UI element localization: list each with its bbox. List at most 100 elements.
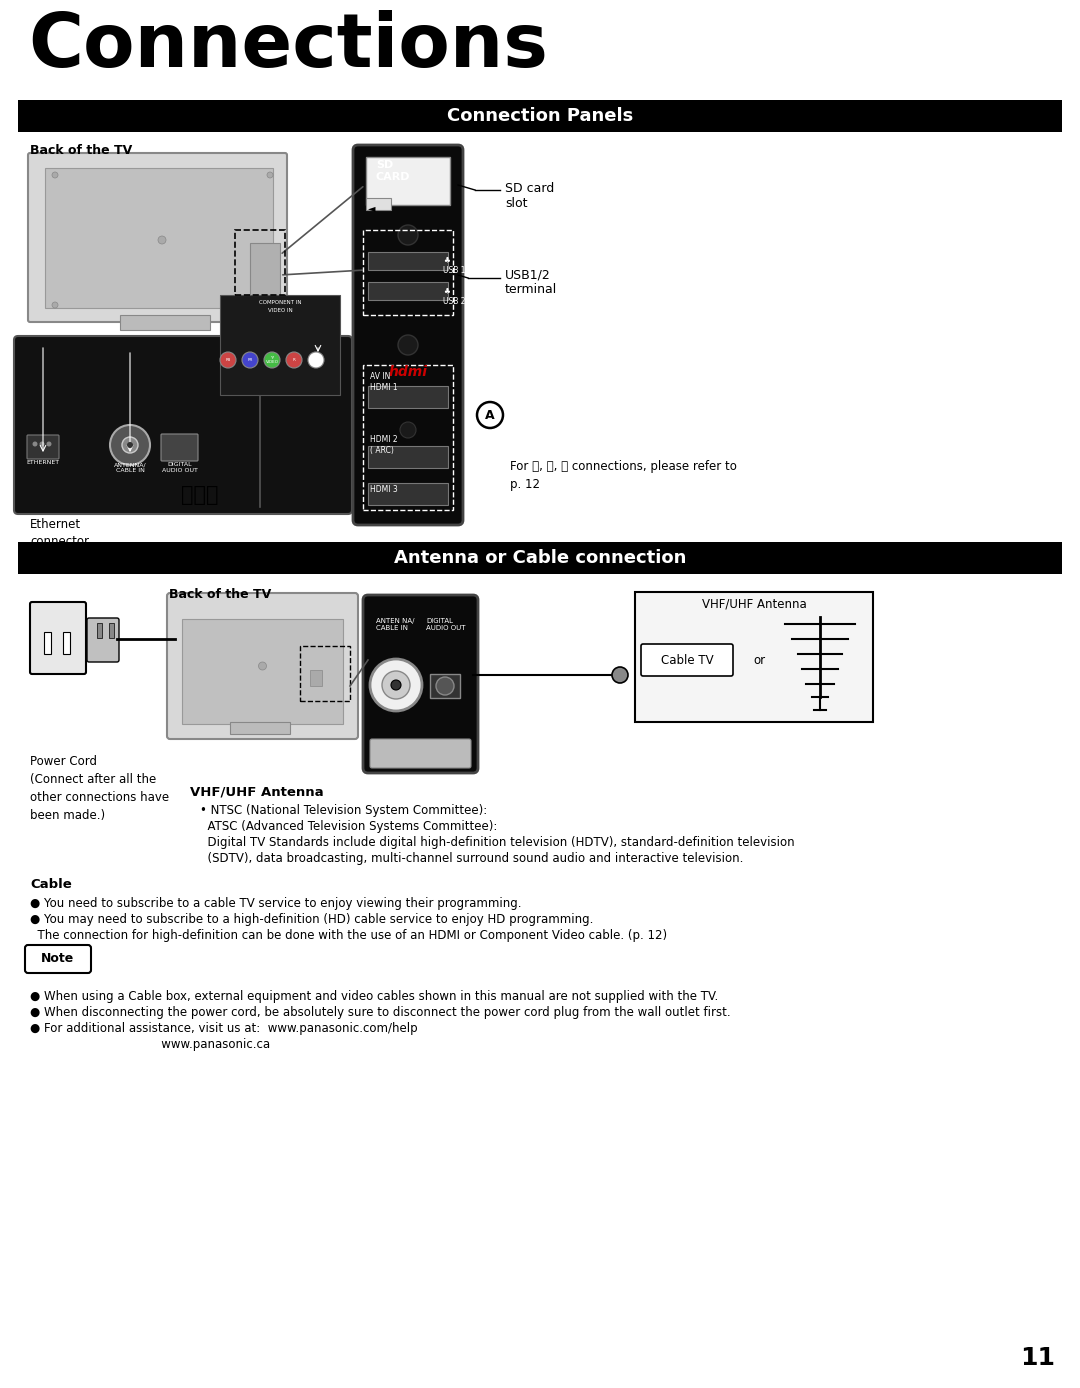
Circle shape: [267, 172, 273, 178]
Circle shape: [158, 236, 166, 244]
Bar: [363, 365, 453, 509]
Bar: [235, 230, 285, 296]
Circle shape: [267, 303, 273, 308]
Bar: [368, 483, 448, 505]
FancyBboxPatch shape: [161, 434, 198, 461]
Text: Ethernet
connector: Ethernet connector: [30, 518, 89, 548]
Circle shape: [436, 677, 454, 695]
Text: ⒶⒷⒸ: ⒶⒷⒸ: [181, 484, 219, 505]
FancyBboxPatch shape: [25, 945, 91, 973]
Text: ATSC (Advanced Television Systems Committee):: ATSC (Advanced Television Systems Commit…: [200, 820, 498, 833]
Circle shape: [308, 353, 324, 368]
Bar: [18, 541, 1062, 575]
Bar: [220, 296, 340, 396]
Circle shape: [52, 303, 58, 308]
Text: Antenna or Cable connection: Antenna or Cable connection: [394, 550, 686, 568]
Circle shape: [370, 659, 422, 711]
Circle shape: [399, 335, 418, 355]
Bar: [363, 230, 453, 315]
Text: Digital TV Standards include digital high-definition television (HDTV), standard: Digital TV Standards include digital hig…: [200, 836, 795, 849]
Text: VHF/UHF Antenna: VHF/UHF Antenna: [702, 597, 807, 609]
Text: ♣
USB 2: ♣ USB 2: [443, 286, 465, 307]
Circle shape: [400, 422, 416, 439]
Bar: [230, 722, 291, 734]
Bar: [45, 168, 273, 308]
Text: DIGITAL
AUDIO OUT: DIGITAL AUDIO OUT: [162, 462, 198, 473]
Text: L: L: [315, 358, 318, 362]
Text: SD
CARD: SD CARD: [376, 160, 410, 182]
Text: hdmi: hdmi: [389, 365, 428, 379]
Circle shape: [242, 353, 258, 368]
Circle shape: [612, 668, 627, 683]
FancyBboxPatch shape: [27, 434, 59, 459]
Bar: [368, 386, 448, 408]
Text: www.panasonic.ca: www.panasonic.ca: [30, 1038, 270, 1051]
Bar: [97, 623, 102, 638]
Bar: [249, 243, 280, 298]
Bar: [368, 446, 448, 468]
Circle shape: [391, 680, 401, 690]
Bar: [120, 315, 210, 330]
FancyBboxPatch shape: [14, 336, 352, 514]
Circle shape: [127, 441, 133, 448]
Bar: [366, 198, 391, 210]
Text: (SDTV), data broadcasting, multi-channel surround sound audio and interactive te: (SDTV), data broadcasting, multi-channel…: [200, 852, 743, 865]
Text: ♣
USB 1: ♣ USB 1: [443, 255, 465, 275]
Text: • NTSC (National Television System Committee):: • NTSC (National Television System Commi…: [200, 804, 487, 818]
Text: ● When disconnecting the power cord, be absolutely sure to disconnect the power : ● When disconnecting the power cord, be …: [30, 1006, 731, 1019]
Circle shape: [382, 670, 410, 700]
Circle shape: [110, 425, 150, 465]
Circle shape: [286, 353, 302, 368]
Circle shape: [122, 437, 138, 452]
Text: Cable TV: Cable TV: [661, 654, 713, 666]
Text: 11: 11: [1020, 1346, 1055, 1370]
Text: Power Cord
(Connect after all the
other connections have
been made.): Power Cord (Connect after all the other …: [30, 755, 170, 822]
Bar: [183, 619, 343, 725]
Text: DIGITAL
AUDIO OUT: DIGITAL AUDIO OUT: [426, 618, 465, 632]
Bar: [18, 100, 1062, 132]
Bar: [366, 157, 450, 205]
Text: A: A: [485, 408, 495, 422]
Text: Connection Panels: Connection Panels: [447, 107, 633, 125]
Circle shape: [264, 353, 280, 368]
Bar: [310, 670, 322, 686]
Bar: [44, 632, 51, 654]
Text: SD card
slot: SD card slot: [505, 182, 554, 210]
Text: ● When using a Cable box, external equipment and video cables shown in this manu: ● When using a Cable box, external equip…: [30, 990, 718, 1004]
FancyBboxPatch shape: [28, 153, 287, 322]
FancyBboxPatch shape: [642, 644, 733, 676]
Text: ● You may need to subscribe to a high-definition (HD) cable service to enjoy HD : ● You may need to subscribe to a high-de…: [30, 913, 593, 926]
Circle shape: [52, 172, 58, 178]
Text: ● You need to subscribe to a cable TV service to enjoy viewing their programming: ● You need to subscribe to a cable TV se…: [30, 897, 522, 911]
FancyBboxPatch shape: [30, 602, 86, 675]
Text: USB1/2
terminal: USB1/2 terminal: [505, 268, 557, 296]
Bar: [368, 253, 448, 271]
Text: AV IN
HDMI 1: AV IN HDMI 1: [370, 372, 397, 391]
Text: ANTEN NA/
CABLE IN: ANTEN NA/ CABLE IN: [376, 618, 415, 632]
Text: PB: PB: [226, 358, 231, 362]
Text: PR: PR: [247, 358, 253, 362]
Text: R: R: [293, 358, 296, 362]
FancyBboxPatch shape: [87, 618, 119, 662]
Bar: [300, 645, 350, 701]
Bar: [430, 675, 460, 698]
Text: Connections: Connections: [28, 10, 548, 83]
Text: Note: Note: [41, 952, 75, 966]
Text: VHF/UHF Antenna: VHF/UHF Antenna: [190, 786, 324, 798]
FancyBboxPatch shape: [167, 593, 357, 738]
Circle shape: [32, 441, 38, 447]
Text: Y/
VIDEO: Y/ VIDEO: [266, 355, 279, 364]
Text: ETHERNET: ETHERNET: [26, 459, 59, 465]
Text: Back of the TV: Back of the TV: [30, 144, 132, 157]
Text: Back of the TV: Back of the TV: [168, 589, 271, 601]
Bar: [635, 593, 873, 722]
Text: HDMI 3: HDMI 3: [370, 484, 397, 494]
Circle shape: [399, 225, 418, 246]
Bar: [368, 282, 448, 300]
Circle shape: [258, 662, 267, 670]
Text: Cable: Cable: [30, 879, 71, 891]
Text: VIDEO IN: VIDEO IN: [268, 308, 293, 314]
Bar: [109, 623, 114, 638]
Text: ● For additional assistance, visit us at:  www.panasonic.com/help: ● For additional assistance, visit us at…: [30, 1022, 418, 1035]
Circle shape: [40, 441, 44, 447]
